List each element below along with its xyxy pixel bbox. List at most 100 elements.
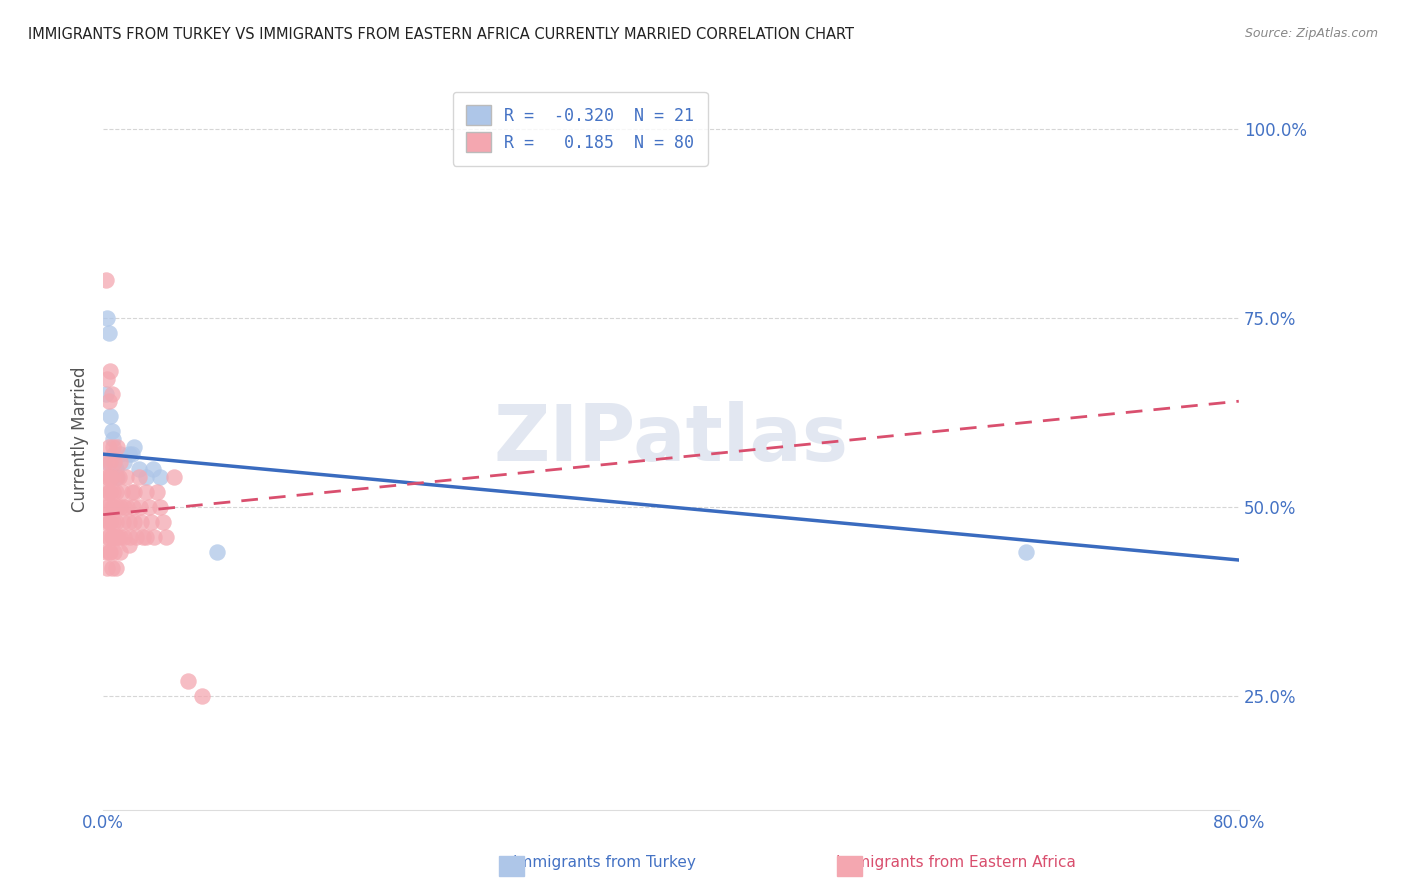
- Point: [96, 371, 118, 385]
- Point: [98, 455, 121, 469]
- Point: [108, 447, 131, 461]
- Legend: R =  -0.320  N = 21, R =   0.185  N = 80: R = -0.320 N = 21, R = 0.185 N = 80: [453, 92, 707, 166]
- Point: [96, 470, 118, 484]
- Point: [143, 530, 166, 544]
- Point: [98, 545, 121, 559]
- Point: [100, 560, 122, 574]
- Text: ZIPatlas: ZIPatlas: [494, 401, 848, 477]
- Point: [191, 689, 214, 703]
- Point: [103, 500, 125, 514]
- Point: [100, 500, 122, 514]
- Point: [98, 485, 121, 500]
- Point: [149, 470, 172, 484]
- Point: [128, 470, 150, 484]
- Point: [124, 515, 146, 529]
- Point: [103, 545, 125, 559]
- Point: [141, 515, 163, 529]
- Point: [94, 386, 117, 401]
- Point: [104, 470, 127, 484]
- Point: [118, 447, 141, 461]
- Point: [104, 462, 127, 476]
- Point: [101, 515, 124, 529]
- Point: [98, 364, 121, 378]
- Point: [108, 455, 131, 469]
- Text: Immigrants from Eastern Africa: Immigrants from Eastern Africa: [837, 855, 1076, 870]
- Point: [138, 500, 160, 514]
- Point: [105, 440, 128, 454]
- Point: [103, 447, 125, 461]
- Point: [121, 485, 143, 500]
- Point: [128, 462, 150, 476]
- Point: [142, 462, 165, 476]
- Point: [111, 515, 134, 529]
- Point: [146, 485, 169, 500]
- Point: [97, 485, 120, 500]
- Point: [135, 470, 157, 484]
- Point: [120, 530, 142, 544]
- Point: [105, 530, 128, 544]
- Point: [129, 500, 152, 514]
- Point: [100, 470, 122, 484]
- Text: Source: ZipAtlas.com: Source: ZipAtlas.com: [1244, 27, 1378, 40]
- Point: [104, 560, 127, 574]
- Point: [103, 530, 125, 544]
- Point: [107, 470, 129, 484]
- Point: [96, 455, 118, 469]
- Point: [105, 500, 128, 514]
- Point: [100, 530, 122, 544]
- Point: [100, 386, 122, 401]
- Point: [97, 515, 120, 529]
- Point: [97, 440, 120, 454]
- Point: [96, 311, 118, 326]
- Point: [108, 545, 131, 559]
- Point: [149, 500, 172, 514]
- Point: [94, 545, 117, 559]
- Point: [125, 530, 148, 544]
- Point: [118, 515, 141, 529]
- Point: [101, 440, 124, 454]
- Point: [97, 545, 120, 559]
- Point: [115, 470, 138, 484]
- Point: [101, 530, 124, 544]
- Point: [135, 485, 157, 500]
- Point: [112, 500, 135, 514]
- Point: [104, 515, 127, 529]
- Point: [97, 530, 120, 544]
- Point: [118, 538, 141, 552]
- Point: [94, 485, 117, 500]
- Point: [1015, 545, 1038, 559]
- Point: [96, 500, 118, 514]
- Point: [105, 530, 128, 544]
- Point: [96, 470, 118, 484]
- Y-axis label: Currently Married: Currently Married: [72, 367, 89, 512]
- Point: [124, 485, 146, 500]
- Point: [110, 485, 132, 500]
- Point: [163, 470, 186, 484]
- Point: [131, 515, 153, 529]
- Point: [103, 455, 125, 469]
- Point: [94, 455, 117, 469]
- Point: [105, 470, 128, 484]
- Point: [101, 432, 124, 446]
- Point: [93, 500, 115, 514]
- Point: [97, 326, 120, 341]
- Point: [96, 530, 118, 544]
- Point: [98, 515, 121, 529]
- Point: [152, 515, 174, 529]
- Point: [155, 530, 177, 544]
- Point: [97, 394, 120, 409]
- Point: [94, 273, 117, 287]
- Point: [121, 447, 143, 461]
- Point: [108, 500, 131, 514]
- Point: [205, 545, 228, 559]
- Point: [112, 455, 135, 469]
- Point: [98, 409, 121, 424]
- Point: [135, 530, 157, 544]
- Point: [124, 440, 146, 454]
- Point: [132, 530, 155, 544]
- Point: [108, 530, 131, 544]
- Point: [104, 485, 127, 500]
- Point: [117, 500, 139, 514]
- Text: IMMIGRANTS FROM TURKEY VS IMMIGRANTS FROM EASTERN AFRICA CURRENTLY MARRIED CORRE: IMMIGRANTS FROM TURKEY VS IMMIGRANTS FRO…: [28, 27, 853, 42]
- Text: Immigrants from Turkey: Immigrants from Turkey: [513, 855, 696, 870]
